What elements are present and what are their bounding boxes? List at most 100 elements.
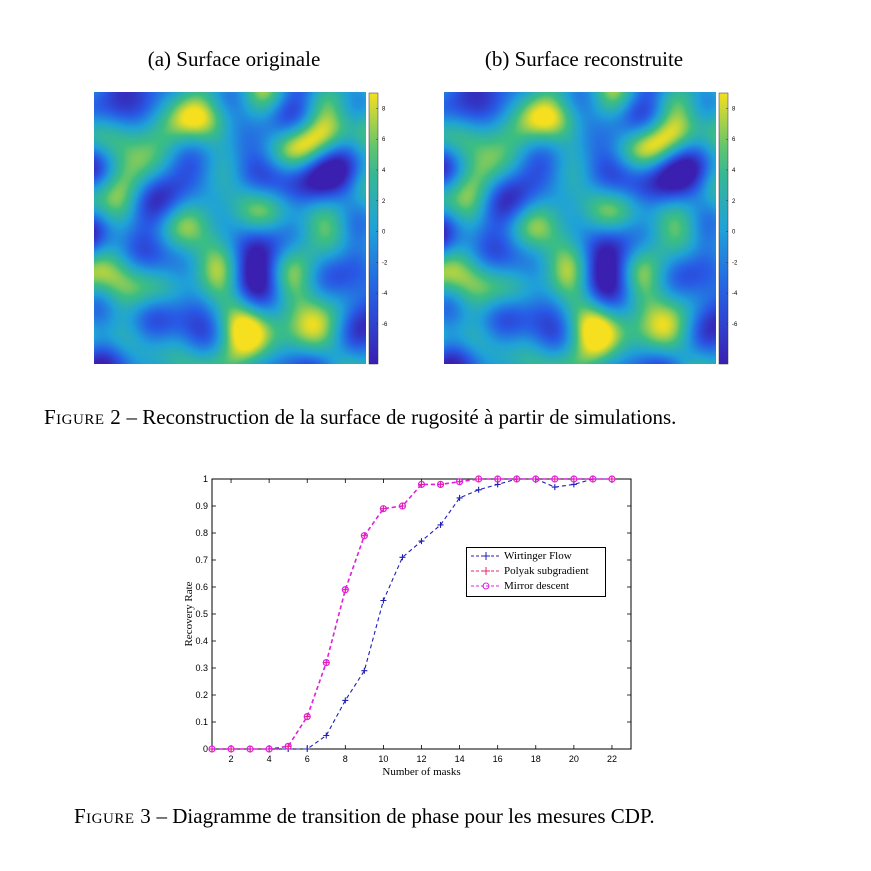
colorbar-gradient	[718, 92, 729, 365]
colorbar-tick-label: -6	[382, 322, 388, 328]
data-point-mirror-descent	[341, 586, 349, 594]
x-tick-label: 2	[229, 754, 234, 764]
y-tick-label: 0.9	[195, 501, 208, 511]
legend-item-mirror: Mirror descent	[471, 579, 569, 593]
data-point-wirtinger-flow	[380, 597, 387, 604]
reconstructed-surface-heatmap	[444, 92, 716, 364]
panel-a-title: (a) Surface originale	[147, 47, 321, 71]
colorbar-tick-label: 2	[382, 199, 386, 205]
data-point-mirror-descent	[379, 505, 388, 513]
colorbar-a: 8 6 4 2 0 -2 -4 -6	[368, 92, 388, 365]
legend-label-polyak: Polyak subgradient	[504, 565, 589, 577]
y-tick-label: 0.1	[195, 717, 208, 727]
y-tick-label: 0.7	[195, 555, 208, 565]
y-tick-label: 1	[203, 474, 208, 484]
colorbar-tick-label: -2	[732, 260, 738, 266]
colorbar-tick-label: -4	[382, 291, 388, 297]
figure-3-label: Figure 3	[74, 804, 152, 828]
data-point-mirror-descent	[246, 745, 254, 753]
legend-swatch-wirtinger	[471, 552, 501, 560]
colorbar-tick-label: -4	[732, 291, 738, 297]
data-point-mirror-descent	[608, 475, 616, 483]
data-point-wirtinger-flow	[342, 697, 349, 704]
data-point-mirror-descent	[227, 745, 235, 753]
data-point-polyak-subgradient	[418, 481, 425, 488]
data-point-mirror-descent	[417, 480, 426, 488]
x-tick-label: 20	[569, 754, 579, 764]
data-point-wirtinger-flow	[323, 732, 330, 739]
y-axis-label: Recovery Rate	[183, 581, 195, 646]
data-point-mirror-descent	[303, 713, 311, 721]
legend-swatch-polyak	[471, 567, 501, 575]
data-point-polyak-subgradient	[285, 743, 292, 750]
series-line-polyak-subgradient	[212, 478, 612, 750]
data-point-mirror-descent	[532, 475, 540, 483]
data-point-wirtinger-flow	[399, 554, 406, 561]
figure-2-caption-text: – Reconstruction de la surface de rugosi…	[121, 405, 677, 429]
colorbar-tick-label: 4	[382, 168, 386, 174]
chart-legend: Wirtinger Flow Polyak subgradient Mirror…	[466, 547, 606, 597]
series-line-mirror-descent	[212, 478, 612, 750]
y-tick-label: 0	[203, 744, 208, 754]
x-axis-label: Number of masks	[382, 766, 460, 778]
figure-3-caption-text: – Diagramme de transition de phase pour …	[151, 804, 655, 828]
x-tick-label: 12	[416, 754, 426, 764]
colorbar-tick-label: 6	[732, 137, 736, 143]
legend-item-wirtinger: Wirtinger Flow	[471, 549, 572, 563]
data-point-mirror-descent	[398, 502, 407, 510]
data-point-mirror-descent	[589, 475, 597, 483]
data-point-mirror-descent	[494, 475, 502, 483]
data-point-mirror-descent	[570, 475, 578, 483]
colorbar-gradient	[368, 92, 379, 365]
colorbar-tick-label: 0	[732, 230, 736, 236]
colorbar-tick-label: 0	[382, 230, 386, 236]
legend-swatch-mirror	[471, 582, 501, 590]
original-surface-heatmap	[94, 92, 366, 364]
figure-3-caption: Figure 3 – Diagramme de transition de ph…	[74, 804, 655, 829]
legend-item-polyak: Polyak subgradient	[471, 564, 589, 578]
y-tick-label: 0.8	[195, 528, 208, 538]
colorbar-b: 8 6 4 2 0 -2 -4 -6	[718, 92, 738, 365]
x-tick-label: 18	[531, 754, 541, 764]
series-line-wirtinger-flow	[212, 478, 612, 750]
legend-label-wirtinger: Wirtinger Flow	[504, 550, 572, 562]
legend-label-mirror: Mirror descent	[504, 580, 570, 592]
panel-b-title: (b) Surface reconstruite	[484, 47, 684, 71]
data-point-mirror-descent	[551, 475, 559, 483]
data-point-polyak-subgradient	[608, 476, 615, 482]
x-tick-label: 10	[378, 754, 388, 764]
data-point-mirror-descent	[436, 480, 445, 488]
x-tick-label: 22	[607, 754, 617, 764]
data-point-mirror-descent	[513, 475, 521, 483]
colorbar-tick-label: 8	[732, 106, 736, 112]
data-point-mirror-descent	[360, 532, 368, 540]
plot-frame	[211, 478, 632, 750]
colorbar-tick-label: 4	[732, 168, 736, 174]
data-point-wirtinger-flow	[304, 746, 311, 752]
x-tick-label: 16	[493, 754, 503, 764]
data-point-wirtinger-flow	[437, 521, 444, 528]
data-point-mirror-descent	[265, 745, 273, 753]
colorbar-tick-label: -6	[732, 322, 738, 328]
figure-2-label: Figure 2	[44, 405, 122, 429]
data-point-wirtinger-flow	[551, 484, 558, 491]
colorbar-tick-label: -2	[382, 260, 388, 266]
x-tick-label: 6	[305, 754, 310, 764]
y-tick-label: 0.4	[195, 636, 208, 646]
data-point-wirtinger-flow	[475, 486, 482, 493]
data-point-mirror-descent	[208, 745, 216, 753]
x-tick-label: 4	[267, 754, 272, 764]
y-tick-label: 0.3	[195, 663, 208, 673]
y-tick-label: 0.6	[195, 582, 208, 592]
colorbar-tick-label: 2	[732, 199, 736, 205]
x-tick-label: 8	[343, 754, 348, 764]
data-point-mirror-descent	[455, 478, 464, 486]
phase-transition-chart: 2 4 6 8 10 12 14 16 18 20 22 0 0.1 0.2 0.3 0.4 0.5 0.6 0.7…	[183, 474, 632, 778]
y-tick-label: 0.2	[195, 690, 208, 700]
data-point-mirror-descent	[322, 659, 330, 667]
data-point-mirror-descent	[475, 475, 483, 483]
data-point-wirtinger-flow	[361, 667, 368, 674]
x-tick-label: 14	[455, 754, 465, 764]
data-point-wirtinger-flow	[456, 494, 463, 501]
colorbar-tick-label: 6	[382, 137, 386, 143]
